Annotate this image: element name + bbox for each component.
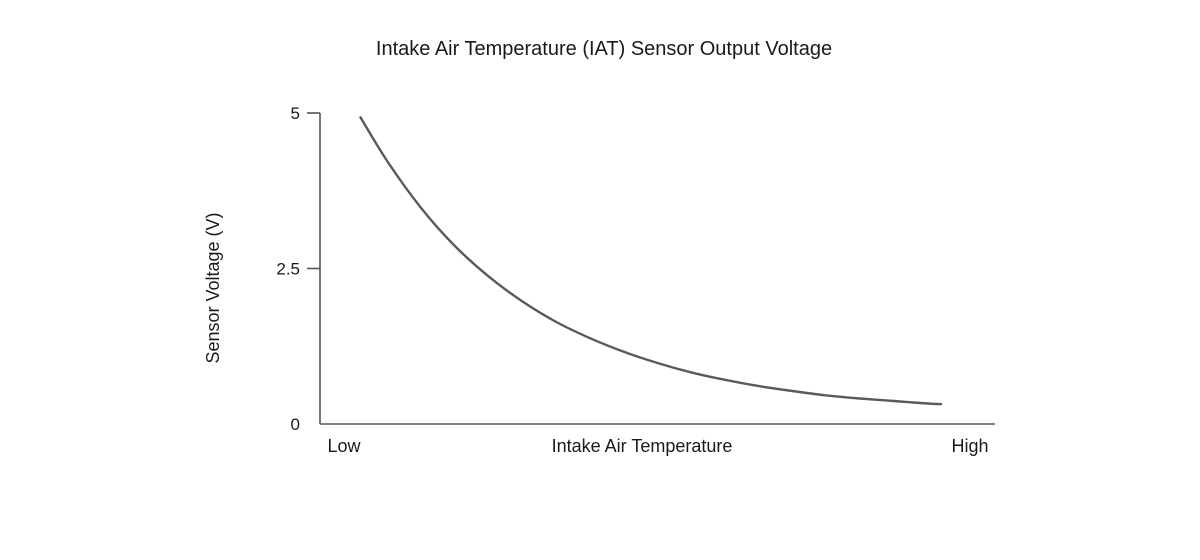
chart-title: Intake Air Temperature (IAT) Sensor Outp…: [376, 38, 832, 60]
x-tick-label-high: High: [951, 436, 988, 456]
x-tick-label-low: Low: [327, 436, 361, 456]
y-tick-label: 2.5: [276, 260, 300, 279]
y-tick-label: 5: [291, 104, 300, 123]
series-line: [359, 116, 943, 406]
plot-series: [359, 116, 943, 406]
y-ticks: 02.55: [276, 104, 320, 434]
axes: [319, 113, 995, 425]
y-axis-label: Sensor Voltage (V): [203, 212, 223, 363]
y-tick-label: 0: [291, 415, 300, 434]
x-axis-label: Intake Air Temperature: [552, 436, 733, 456]
